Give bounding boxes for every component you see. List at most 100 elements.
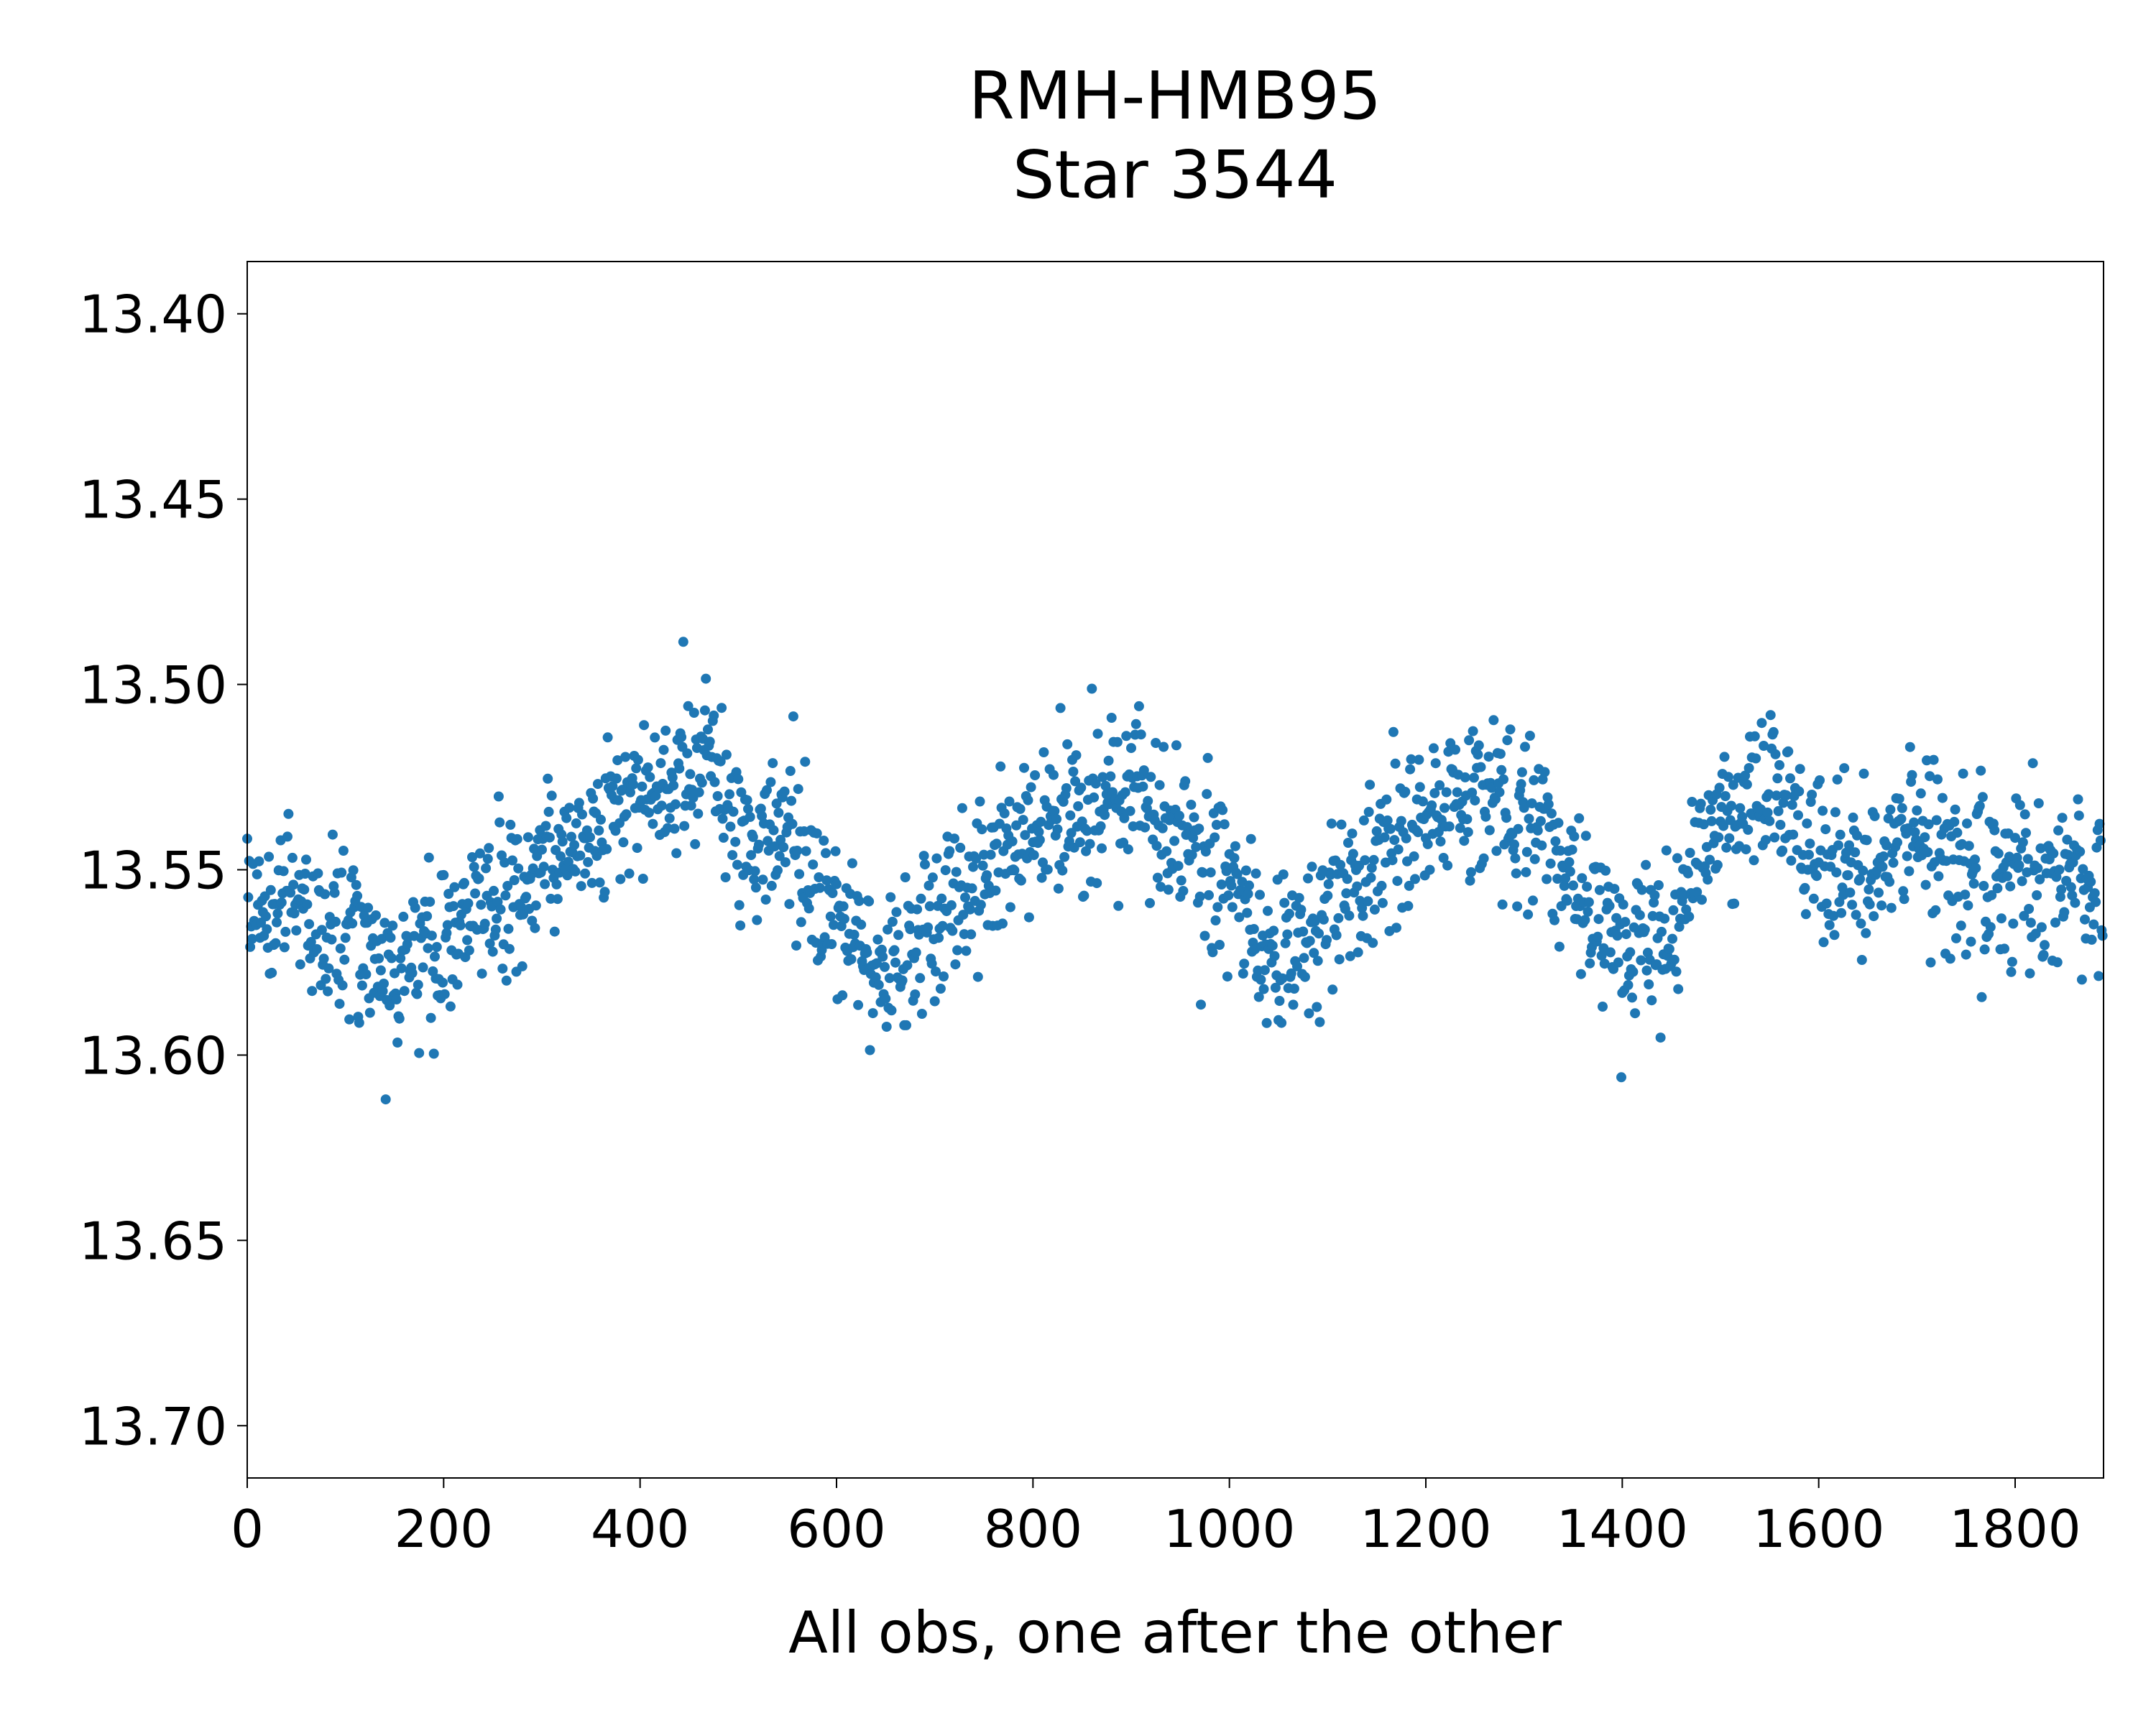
data-point <box>1521 846 1532 857</box>
data-point <box>1884 877 1895 887</box>
data-point <box>1723 772 1733 782</box>
data-point <box>279 942 290 953</box>
data-point <box>763 836 773 846</box>
data-point <box>394 1013 405 1024</box>
data-point <box>1369 904 1380 915</box>
data-point <box>947 925 958 936</box>
data-point <box>1539 767 1550 777</box>
data-point <box>929 996 940 1007</box>
data-point <box>1180 776 1191 787</box>
data-point <box>1174 810 1184 821</box>
data-point <box>1358 815 1369 826</box>
data-point <box>1526 798 1537 809</box>
data-point <box>564 803 575 813</box>
data-point <box>1777 845 1788 856</box>
data-point <box>801 846 811 856</box>
data-point <box>1015 803 1026 814</box>
data-point <box>910 989 921 999</box>
data-point <box>265 884 276 895</box>
data-point <box>831 879 842 890</box>
data-point <box>1473 740 1484 751</box>
data-point <box>455 920 466 930</box>
data-point <box>494 817 505 828</box>
data-point <box>602 844 612 854</box>
data-point <box>467 852 477 862</box>
x-tick-label: 1600 <box>1753 1499 1884 1559</box>
data-point <box>1992 883 2003 894</box>
data-point <box>1740 770 1751 781</box>
data-point <box>2065 882 2076 892</box>
data-point <box>883 924 893 935</box>
data-point <box>752 915 763 925</box>
data-point <box>846 954 857 964</box>
data-point <box>1674 921 1685 932</box>
data-point <box>2014 860 2024 871</box>
data-point <box>902 960 913 971</box>
data-point <box>2056 884 2067 895</box>
data-point <box>1478 853 1489 864</box>
data-point <box>561 813 572 823</box>
data-point <box>1414 782 1425 793</box>
data-point <box>972 971 983 982</box>
data-point <box>327 829 338 840</box>
data-point <box>474 848 485 859</box>
data-point <box>808 859 819 870</box>
data-point <box>694 787 704 798</box>
data-point <box>1363 807 1374 817</box>
data-point <box>1770 749 1781 759</box>
data-point <box>1831 867 1842 878</box>
data-point <box>1861 928 1871 938</box>
data-point <box>1851 910 1861 920</box>
data-point <box>479 918 490 929</box>
data-point <box>2027 758 2038 769</box>
data-point <box>1255 890 1265 900</box>
data-point <box>1735 803 1746 813</box>
data-point <box>1756 718 1767 729</box>
data-point <box>1202 752 1213 763</box>
data-point <box>499 857 510 868</box>
data-point <box>2005 881 2016 892</box>
data-point <box>615 874 626 884</box>
data-point <box>1593 931 1603 942</box>
data-point <box>1848 812 1858 823</box>
data-point <box>773 808 784 818</box>
data-point <box>779 786 790 797</box>
data-point <box>1049 770 1059 780</box>
data-point <box>1342 874 1353 884</box>
data-point <box>1743 824 1754 835</box>
data-point <box>900 872 911 882</box>
data-point <box>1455 823 1465 833</box>
data-point <box>1741 779 1752 790</box>
data-point <box>977 860 988 871</box>
data-point <box>1130 719 1141 729</box>
data-point <box>2070 897 2081 908</box>
data-point <box>1097 772 1108 782</box>
data-point <box>1194 891 1205 902</box>
data-point <box>1845 887 1856 898</box>
data-point <box>1836 907 1847 918</box>
data-point <box>757 874 768 885</box>
data-point <box>865 1045 875 1055</box>
data-point <box>870 972 881 983</box>
chart-title-line-1: RMH-HMB95 <box>969 57 1381 134</box>
data-point <box>1594 884 1605 895</box>
data-point <box>288 879 299 890</box>
data-point <box>864 896 875 907</box>
data-point <box>1299 953 1309 964</box>
data-point <box>1703 874 1713 885</box>
data-point <box>1532 825 1543 836</box>
data-point <box>701 673 711 684</box>
data-point <box>990 885 1001 896</box>
data-point <box>1685 848 1695 858</box>
data-point <box>1066 828 1077 838</box>
data-point <box>1886 902 1897 913</box>
data-point <box>1296 905 1307 915</box>
data-point <box>814 872 824 882</box>
data-point <box>1323 879 1334 890</box>
data-point <box>1682 868 1693 879</box>
data-point <box>766 880 777 891</box>
data-point <box>958 910 969 920</box>
data-point <box>329 887 340 898</box>
data-point <box>469 861 479 872</box>
data-point <box>717 703 727 713</box>
